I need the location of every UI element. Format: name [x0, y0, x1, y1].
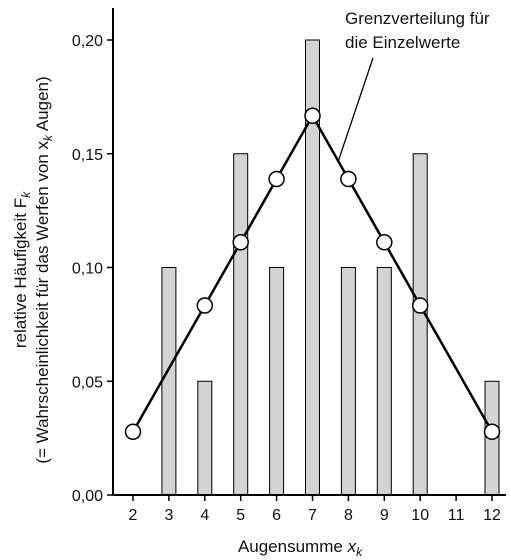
line-point-10	[411, 297, 429, 314]
x-tick-label-8: 8	[344, 507, 353, 524]
y-tick-label-2: 0,10	[72, 261, 103, 278]
bar-10	[412, 153, 428, 496]
labels-layer: 0,00 0,05 0,10 0,15 0,20 2 3 4 5 6 7 8 9 10 11 12	[72, 33, 501, 524]
y-tick-label-4: 0,20	[72, 33, 103, 50]
y-axis-subtitle: (= Wahrscheinlichkeit für das Werfen von…	[33, 76, 55, 463]
bars-layer	[161, 39, 500, 496]
bar-8	[340, 267, 356, 496]
line-point-4	[196, 297, 214, 314]
x-tick-label-7: 7	[308, 507, 317, 524]
line-point-5	[232, 233, 249, 251]
bar-4	[197, 380, 213, 496]
bar-3	[161, 267, 177, 496]
bar-5	[233, 153, 249, 496]
x-tick-label-5: 5	[236, 507, 245, 524]
y-axis-title-line-1: relative Häufigkeit Fk	[11, 191, 33, 348]
line-point-2	[124, 423, 142, 441]
x-tick-label-3: 3	[164, 507, 173, 524]
x-tick-label-11: 11	[448, 507, 465, 524]
x-tick-label-10: 10	[411, 507, 429, 524]
x-tick-label-2: 2	[129, 507, 138, 524]
annotation-line-1: Grenzverteilung für	[345, 9, 490, 28]
y-tick-label-0: 0,00	[72, 488, 103, 505]
y-tick-label-1: 0,05	[72, 374, 103, 391]
x-tick-label-12: 12	[483, 507, 501, 524]
x-axis-title: Augensumme xk	[238, 537, 363, 559]
y-tick-label-3: 0,15	[72, 147, 103, 164]
x-tick-label-9: 9	[380, 507, 389, 524]
line-point-6	[268, 170, 285, 188]
annotation-leader-line	[337, 57, 374, 163]
line-layer	[124, 107, 501, 441]
y-axis-title-line-2: (= Wahrscheinlichkeit für das Werfen von…	[33, 76, 55, 463]
x-tick-label-4: 4	[200, 507, 209, 524]
bar-9	[376, 267, 392, 496]
bar-6	[269, 267, 285, 496]
line-point-9	[376, 233, 393, 251]
x-tick-label-6: 6	[272, 507, 281, 524]
axes-layer	[107, 8, 506, 501]
y-axis-title: relative Häufigkeit Fk	[11, 191, 33, 348]
annotation-line-2: die Einzelwerte	[345, 33, 460, 52]
line-point-7	[304, 107, 321, 125]
line-point-12	[483, 423, 501, 441]
line-point-8	[340, 170, 357, 188]
